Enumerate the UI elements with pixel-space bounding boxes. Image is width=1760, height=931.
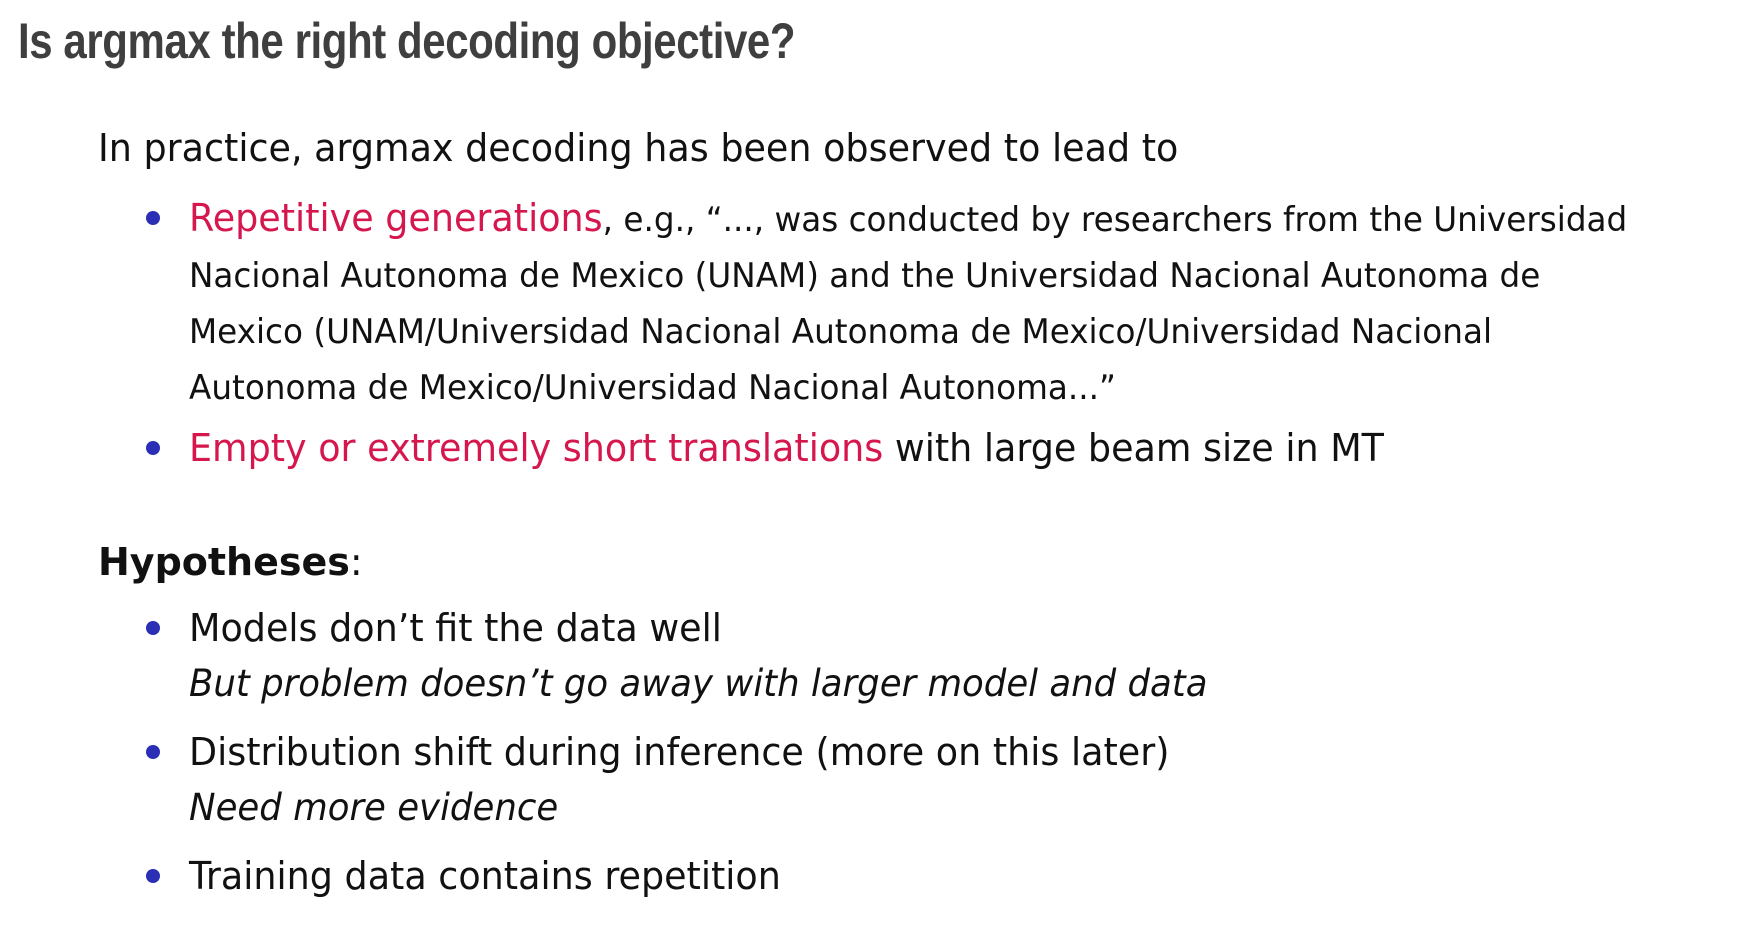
list-item: Repetitive generations, e.g., “..., was … — [146, 190, 1726, 416]
observation-detail: , e.g., “..., was conducted by researche… — [189, 200, 1628, 408]
observation-list: Repetitive generations, e.g., “..., was … — [146, 190, 1726, 476]
hypothesis-text: Distribution shift during inference (mor… — [189, 730, 1170, 774]
hypothesis-note: Need more evidence — [189, 786, 559, 829]
observation-highlight: Repetitive generations — [189, 196, 603, 240]
bullet-dot-icon — [146, 869, 160, 883]
bullet-dot-icon — [146, 211, 160, 225]
observation-text: Empty or extremely short translations wi… — [189, 420, 1665, 476]
list-item: Distribution shift during inference (mor… — [146, 724, 1726, 836]
hypothesis-text: Models don’t fit the data well — [189, 606, 722, 650]
observation-detail: with large beam size in MT — [883, 426, 1384, 470]
hypotheses-colon: : — [349, 540, 363, 584]
hypotheses-list: Models don’t fit the data well But probl… — [146, 600, 1726, 916]
hypothesis-text: Training data contains repetition — [189, 854, 781, 898]
intro-text: In practice, argmax decoding has been ob… — [98, 126, 1179, 170]
list-item: Empty or extremely short translations wi… — [146, 420, 1726, 476]
list-item: Training data contains repetition — [146, 848, 1726, 904]
observation-highlight: Empty or extremely short translations — [189, 426, 884, 470]
list-item: Models don’t fit the data well But probl… — [146, 600, 1726, 712]
bullet-dot-icon — [146, 441, 160, 455]
hypotheses-heading: Hypotheses: — [98, 536, 363, 588]
slide-title: Is argmax the right decoding objective? — [18, 13, 796, 69]
bullet-dot-icon — [146, 621, 160, 635]
hypotheses-label: Hypotheses — [98, 540, 350, 584]
bullet-dot-icon — [146, 745, 160, 759]
observation-text: Repetitive generations, e.g., “..., was … — [189, 190, 1665, 416]
hypothesis-note: But problem doesn’t go away with larger … — [189, 662, 1208, 705]
